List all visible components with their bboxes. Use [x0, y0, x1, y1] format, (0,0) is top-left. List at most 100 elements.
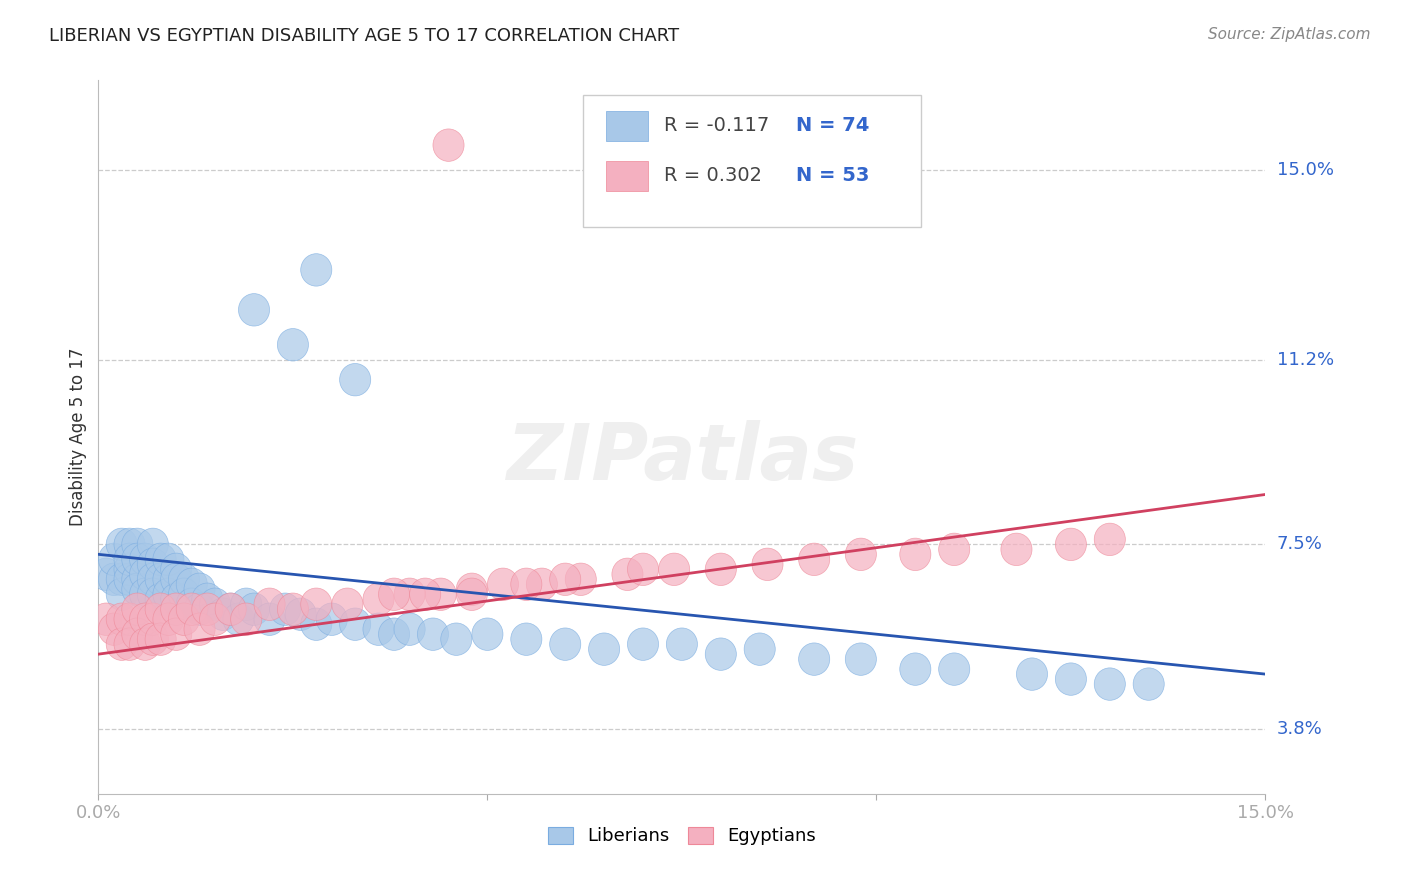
Ellipse shape [114, 553, 145, 585]
Ellipse shape [706, 638, 737, 671]
Ellipse shape [285, 598, 316, 631]
Ellipse shape [129, 628, 160, 660]
Ellipse shape [153, 563, 184, 596]
Ellipse shape [744, 633, 775, 665]
Ellipse shape [440, 623, 472, 656]
Ellipse shape [169, 603, 200, 635]
Ellipse shape [394, 613, 425, 646]
Ellipse shape [176, 568, 207, 600]
Ellipse shape [200, 588, 231, 621]
Ellipse shape [114, 543, 145, 575]
FancyBboxPatch shape [582, 95, 921, 227]
Ellipse shape [122, 573, 153, 606]
Ellipse shape [224, 603, 254, 635]
Ellipse shape [169, 578, 200, 610]
Ellipse shape [589, 633, 620, 665]
Ellipse shape [138, 563, 169, 596]
Ellipse shape [340, 363, 371, 396]
Text: N = 74: N = 74 [796, 116, 870, 135]
Ellipse shape [98, 543, 129, 575]
Ellipse shape [107, 563, 138, 596]
Ellipse shape [666, 628, 697, 660]
Ellipse shape [627, 628, 658, 660]
Ellipse shape [200, 603, 231, 635]
Ellipse shape [215, 593, 246, 625]
Ellipse shape [1056, 528, 1087, 560]
Ellipse shape [510, 568, 541, 600]
Ellipse shape [169, 563, 200, 596]
Ellipse shape [1133, 668, 1164, 700]
Ellipse shape [301, 588, 332, 621]
Ellipse shape [138, 548, 169, 581]
Ellipse shape [153, 578, 184, 610]
Ellipse shape [145, 543, 176, 575]
Ellipse shape [107, 578, 138, 610]
Ellipse shape [160, 583, 191, 615]
Ellipse shape [129, 578, 160, 610]
Ellipse shape [900, 538, 931, 571]
Ellipse shape [706, 553, 737, 585]
Ellipse shape [1001, 533, 1032, 566]
Ellipse shape [488, 568, 519, 600]
Ellipse shape [799, 643, 830, 675]
Ellipse shape [122, 618, 153, 650]
Ellipse shape [231, 603, 262, 635]
Ellipse shape [277, 593, 308, 625]
Ellipse shape [1017, 658, 1047, 690]
Ellipse shape [207, 598, 239, 631]
Ellipse shape [845, 538, 876, 571]
Ellipse shape [254, 603, 285, 635]
Text: LIBERIAN VS EGYPTIAN DISABILITY AGE 5 TO 17 CORRELATION CHART: LIBERIAN VS EGYPTIAN DISABILITY AGE 5 TO… [49, 27, 679, 45]
Ellipse shape [378, 578, 409, 610]
Ellipse shape [363, 583, 394, 615]
Ellipse shape [98, 613, 129, 646]
Ellipse shape [98, 563, 129, 596]
Ellipse shape [114, 603, 145, 635]
Ellipse shape [176, 588, 207, 621]
Ellipse shape [145, 563, 176, 596]
Ellipse shape [145, 593, 176, 625]
Ellipse shape [184, 573, 215, 606]
Ellipse shape [191, 583, 224, 615]
Text: R = -0.117: R = -0.117 [665, 116, 769, 135]
FancyBboxPatch shape [606, 161, 648, 191]
Ellipse shape [457, 573, 488, 606]
Ellipse shape [160, 553, 191, 585]
Ellipse shape [122, 563, 153, 596]
Text: Source: ZipAtlas.com: Source: ZipAtlas.com [1208, 27, 1371, 42]
Ellipse shape [184, 613, 215, 646]
Text: ZIPatlas: ZIPatlas [506, 420, 858, 497]
Ellipse shape [301, 253, 332, 286]
Ellipse shape [107, 528, 138, 560]
Text: 11.2%: 11.2% [1277, 351, 1334, 368]
Ellipse shape [239, 593, 270, 625]
Ellipse shape [550, 628, 581, 660]
Text: N = 53: N = 53 [796, 166, 870, 185]
Ellipse shape [378, 618, 409, 650]
Ellipse shape [612, 558, 643, 591]
Ellipse shape [129, 603, 160, 635]
Ellipse shape [457, 578, 488, 610]
Ellipse shape [658, 553, 690, 585]
Ellipse shape [939, 653, 970, 685]
Ellipse shape [526, 568, 557, 600]
Ellipse shape [153, 603, 184, 635]
Ellipse shape [122, 543, 153, 575]
Ellipse shape [550, 563, 581, 596]
Ellipse shape [176, 593, 207, 625]
Ellipse shape [277, 328, 308, 361]
Ellipse shape [145, 623, 176, 656]
Ellipse shape [114, 563, 145, 596]
Ellipse shape [107, 628, 138, 660]
Ellipse shape [90, 603, 122, 635]
Ellipse shape [799, 543, 830, 575]
Ellipse shape [122, 593, 153, 625]
Ellipse shape [1094, 668, 1125, 700]
Ellipse shape [363, 613, 394, 646]
Ellipse shape [1056, 663, 1087, 696]
Ellipse shape [418, 618, 449, 650]
Text: R = 0.302: R = 0.302 [665, 166, 762, 185]
Ellipse shape [565, 563, 596, 596]
Ellipse shape [138, 528, 169, 560]
Ellipse shape [107, 603, 138, 635]
